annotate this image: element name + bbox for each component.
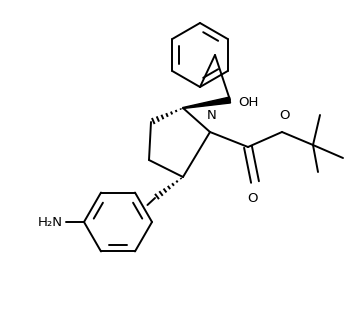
- Text: O: O: [279, 109, 289, 122]
- Text: N: N: [207, 109, 217, 122]
- Text: O: O: [248, 192, 258, 205]
- Polygon shape: [183, 97, 231, 108]
- Text: H₂N: H₂N: [38, 215, 63, 228]
- Text: OH: OH: [238, 95, 258, 108]
